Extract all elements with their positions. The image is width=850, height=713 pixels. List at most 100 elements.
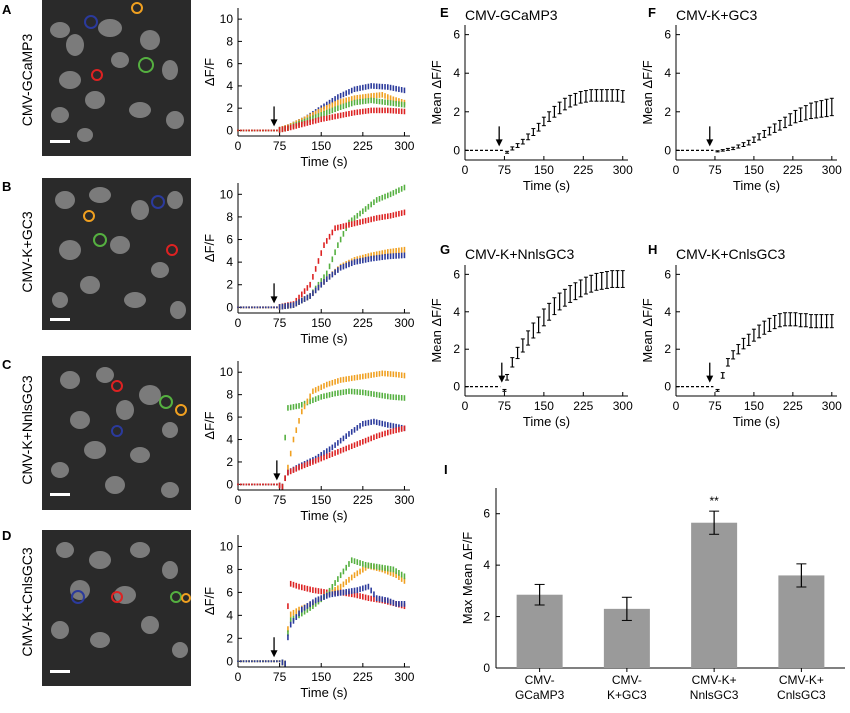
bar [691,522,738,668]
micrograph-c [42,356,191,510]
chart-f: 0 75 150 225 300 0 2 4 6 Time (s) Mean ΔF/F CMV-K+G… [640,7,842,193]
x-tick-label: 150 [534,163,554,177]
y-tick-label: 2 [453,105,460,119]
x-axis-title: Time (s) [300,154,347,169]
bar-category-label: CnlsGC3 [777,688,826,702]
panel-letter-h: H [648,242,657,257]
row-label-gcamp3: CMV-GCaMP3 [19,34,35,127]
y-tick-label: 0 [226,654,233,668]
chart-a: 0 75 150 225 300 0 2 4 6 8 10 Time (s) ΔF/F [202,8,415,169]
y-axis-title: ΔF/F [202,411,217,439]
x-tick-label: 300 [822,163,842,177]
x-tick-label: 75 [273,493,287,507]
x-tick-label: 150 [534,399,554,413]
stimulus-arrow-head [498,375,506,383]
panel-letter-e: E [440,5,449,20]
x-tick-label: 0 [235,316,242,330]
y-axis-title: ΔF/F [202,58,217,86]
y-tick-label: 0 [226,123,233,137]
y-tick-label: 8 [226,210,233,224]
micrograph-a [42,0,191,156]
x-tick-label: 225 [573,399,593,413]
x-axis-title: Time (s) [523,414,570,429]
bar-category-label: CMV- [612,673,642,687]
panel-letter-c: C [2,357,12,372]
y-tick-label: 4 [453,66,460,80]
bar [778,575,825,668]
x-tick-label: 300 [394,139,414,153]
x-tick-label: 150 [311,316,331,330]
x-tick-label: 0 [235,139,242,153]
y-tick-label: 0 [226,477,233,491]
bar-category-label: CMV- [525,673,555,687]
chart-h: 0 75 150 225 300 0 2 4 6 Time (s) Mean ΔF/F CMV-K+C… [640,246,842,429]
y-tick-label: 2 [226,455,233,469]
x-tick-label: 300 [822,399,842,413]
chart-title: CMV-K+GC3 [676,7,758,23]
y-tick-label: 2 [226,101,233,115]
x-tick-label: 300 [613,399,633,413]
y-tick-label: 4 [664,66,671,80]
x-tick-label: 75 [498,399,512,413]
chart-c: 0 75 150 225 300 0 2 4 6 8 10 Time (s) ΔF/F [202,361,415,523]
row-label-kcnlsgc3: CMV-K+CnlsGC3 [19,547,35,657]
y-tick-label: 6 [664,28,671,42]
y-tick-label: 4 [664,305,671,319]
y-tick-label: 10 [220,187,234,201]
y-axis-title: Mean ΔF/F [429,298,444,362]
y-tick-label: 8 [226,562,233,576]
y-tick-label: 4 [226,608,233,622]
x-tick-label: 75 [498,163,512,177]
stimulus-arrow-head [270,650,278,658]
x-axis-title: Time (s) [300,685,347,700]
stimulus-arrow-head [273,473,281,481]
y-tick-label: 2 [664,105,671,119]
stimulus-arrow-head [270,296,278,304]
y-tick-label: 10 [220,539,234,553]
y-tick-label: 6 [226,233,233,247]
x-tick-label: 150 [311,139,331,153]
chart-title: CMV-K+NnlsGC3 [465,246,575,262]
micrograph-d [42,530,191,686]
x-tick-label: 75 [273,316,287,330]
y-axis-title: ΔF/F [202,234,217,262]
x-tick-label: 225 [783,163,803,177]
panel-letter-f: F [648,5,656,20]
x-tick-label: 225 [573,163,593,177]
bar-category-label: GCaMP3 [515,688,565,702]
y-tick-label: 0 [453,143,460,157]
y-axis-title: Mean ΔF/F [429,60,444,124]
y-tick-label: 8 [226,388,233,402]
chart-g: 0 75 150 225 300 0 2 4 6 Time (s) Mean ΔF/F CMV-K+N… [429,246,633,429]
x-axis-title: Time (s) [733,178,780,193]
x-tick-label: 0 [235,670,242,684]
x-tick-label: 0 [462,399,469,413]
y-tick-label: 6 [226,585,233,599]
y-tick-label: 4 [226,255,233,269]
x-tick-label: 150 [744,163,764,177]
x-tick-label: 225 [353,139,373,153]
x-tick-label: 225 [353,493,373,507]
bar-category-label: CMV-K+ [692,673,737,687]
panel-letter-a: A [2,2,12,17]
x-tick-label: 225 [353,670,373,684]
chart-d: 0 75 150 225 300 0 2 4 6 8 10 Time (s) ΔF/F [202,535,415,700]
bar-category-label: NnlsGC3 [690,688,739,702]
x-tick-label: 300 [394,670,414,684]
bar-category-label: K+GC3 [607,688,647,702]
x-tick-label: 150 [744,399,764,413]
y-tick-label: 6 [226,57,233,71]
x-tick-label: 0 [462,163,469,177]
bar-category-label: CMV-K+ [779,673,824,687]
x-tick-label: 0 [673,163,680,177]
chart-e: 0 75 150 225 300 0 2 4 6 Time (s) Mean ΔF/F CMV-GCa… [429,7,633,193]
y-tick-label: 4 [226,433,233,447]
y-tick-label: 2 [226,278,233,292]
chart-title: CMV-GCaMP3 [465,7,558,23]
panel-letter-d: D [2,528,11,543]
x-axis-title: Time (s) [523,178,570,193]
y-tick-label: 0 [664,143,671,157]
y-tick-label: 6 [483,507,490,521]
y-tick-label: 8 [226,34,233,48]
